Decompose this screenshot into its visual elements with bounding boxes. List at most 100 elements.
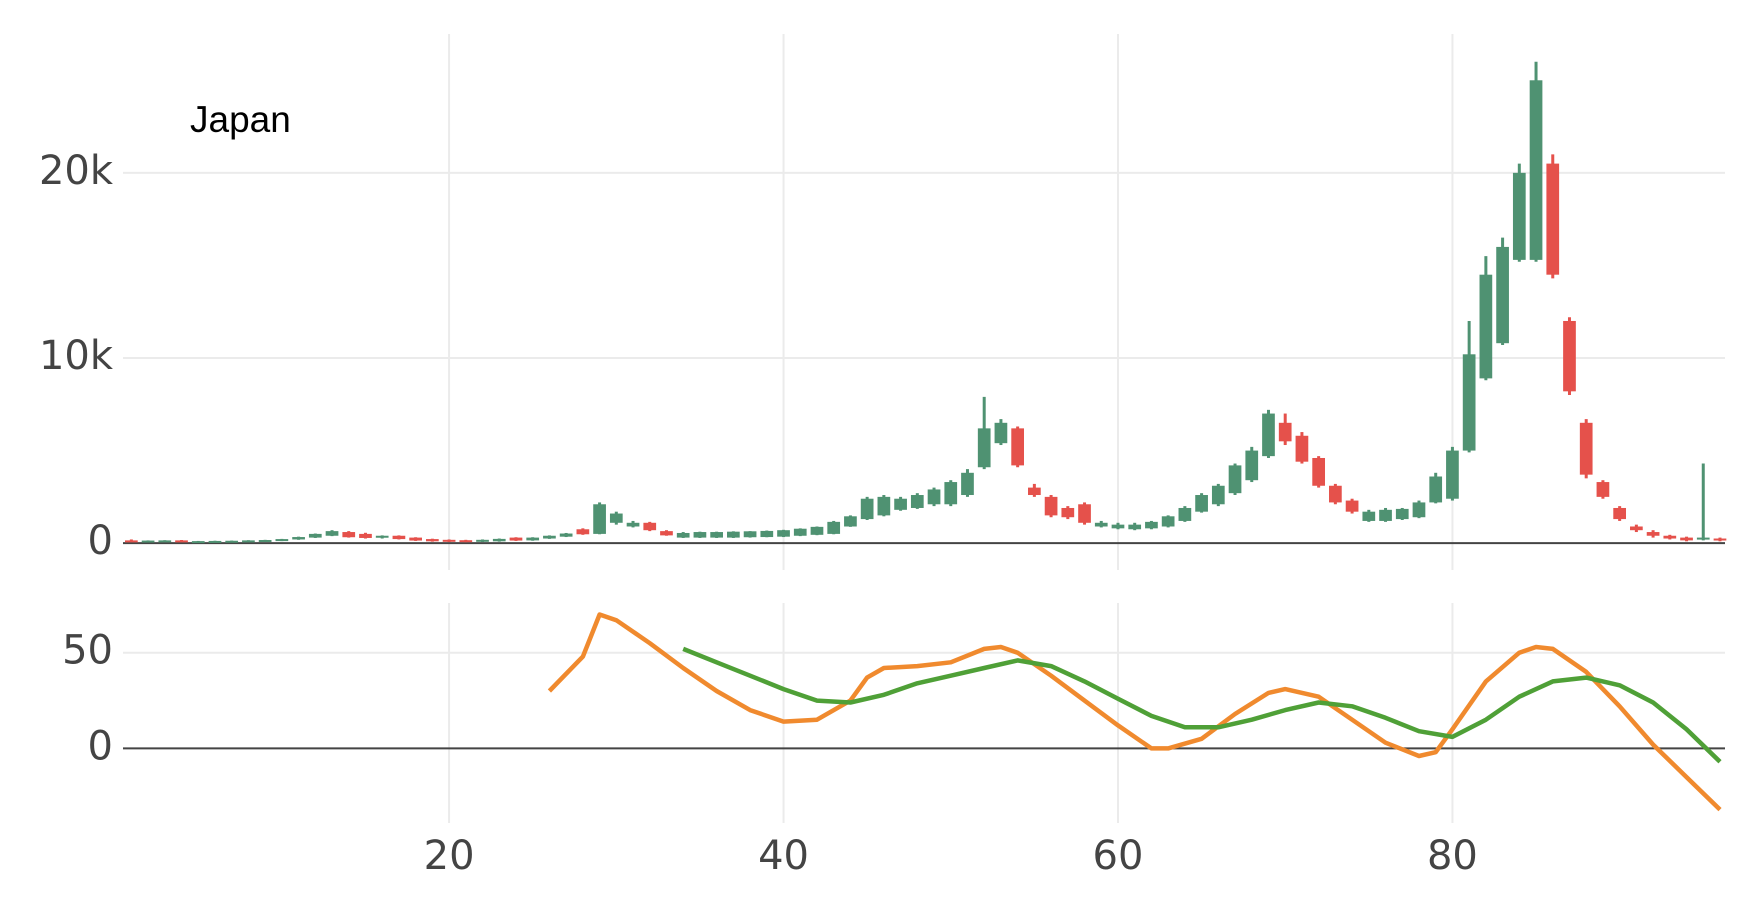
candle-body [258, 540, 272, 543]
candle-body [1312, 457, 1326, 486]
candle-body [977, 428, 991, 468]
candle-body [1446, 450, 1459, 499]
x-tick-label: 40 [758, 833, 809, 879]
series-line [547, 612, 1722, 812]
candle-body [1078, 504, 1091, 523]
candle-body [426, 539, 439, 542]
candle-body [175, 540, 188, 543]
candle-body [1345, 500, 1359, 512]
candle-body [1362, 511, 1376, 521]
candle-body [1245, 450, 1259, 481]
candle-body [242, 540, 255, 543]
candle-body [894, 498, 907, 510]
candle-body [1145, 521, 1158, 529]
candle-body [543, 535, 556, 539]
x-tick-label: 20 [424, 833, 475, 879]
candle-body [308, 533, 322, 538]
candle-body [743, 531, 757, 538]
candle-body [710, 532, 723, 538]
candle-body [1395, 508, 1409, 520]
candle-body [1579, 422, 1593, 475]
y-tick-label: 0 [88, 723, 113, 769]
candle-body [860, 498, 874, 520]
candle-body [208, 540, 222, 543]
y-tick-label: 10k [39, 333, 114, 379]
candle-body [1028, 487, 1041, 496]
candle-body [1228, 465, 1242, 494]
candle-body [643, 522, 657, 531]
candle-body [1379, 509, 1392, 521]
candle-body [944, 482, 958, 505]
candle-body [559, 533, 573, 537]
candle-body [325, 531, 339, 536]
candle-body [1329, 485, 1342, 503]
candle-body [961, 472, 974, 496]
candle-body [676, 532, 690, 538]
candle-body [509, 537, 523, 541]
candle-body [1613, 507, 1627, 520]
candle-body [275, 539, 289, 542]
marks-layer [125, 61, 1727, 812]
series-line [682, 646, 1722, 764]
candle-body [1278, 422, 1292, 442]
candle-body [1479, 274, 1493, 379]
candle-body [125, 540, 138, 543]
candle-body [1044, 496, 1058, 516]
candle-body [810, 526, 824, 535]
candle-body [191, 541, 205, 544]
y-tick-label: 20k [39, 148, 114, 194]
y-tick-label: 0 [88, 518, 113, 564]
candle-body [877, 496, 891, 516]
candle-body [1680, 537, 1693, 541]
candle-body [1178, 507, 1192, 521]
candle-body [342, 532, 356, 538]
candle-body [1111, 524, 1125, 529]
candle-body [777, 530, 790, 537]
x-tick-label: 80 [1427, 833, 1478, 879]
zero-layer [123, 542, 1725, 750]
x-tick-label: 60 [1093, 833, 1144, 879]
candle-body [844, 516, 857, 527]
grid-layer [123, 34, 1725, 823]
candle-body [1211, 485, 1225, 505]
candle-body [1195, 495, 1208, 512]
candle-body [526, 537, 540, 541]
candle-body [727, 531, 740, 538]
candle-body [492, 538, 506, 542]
candle-body [994, 422, 1008, 444]
candle-body [225, 540, 239, 543]
candle-body [1011, 428, 1024, 466]
candle-body [660, 531, 673, 536]
candle-body [1094, 522, 1108, 527]
candle-body [1512, 172, 1526, 260]
labels-layer: 0 10k 20k 0 50 20 40 60 80 [39, 148, 1478, 879]
y-tick-label: 50 [62, 628, 113, 674]
candle-body [409, 537, 422, 541]
candle-body [1630, 526, 1643, 531]
candle-body [1128, 524, 1142, 530]
candle-body [827, 521, 841, 534]
candle-body [626, 522, 640, 527]
candle-body [1546, 163, 1560, 275]
candle-body [1713, 538, 1727, 541]
candle-body [1295, 435, 1309, 462]
candle-body [375, 535, 389, 538]
candle-body [693, 532, 707, 538]
candle-body [359, 533, 372, 538]
candle-body [141, 540, 155, 543]
candle-body [158, 540, 172, 543]
candle-body [459, 540, 473, 543]
candle-body [1262, 413, 1275, 457]
candle-body [1563, 320, 1576, 392]
candle-body [793, 528, 807, 536]
candle-body [1412, 502, 1426, 518]
candle-body [1646, 532, 1660, 536]
candle-body [760, 530, 774, 538]
candle-body [1696, 537, 1710, 540]
candle-body [392, 535, 406, 540]
annotation: Japan [190, 99, 291, 140]
candle-body [1663, 535, 1677, 539]
candle-body [1161, 516, 1175, 527]
candle-body [476, 539, 489, 542]
